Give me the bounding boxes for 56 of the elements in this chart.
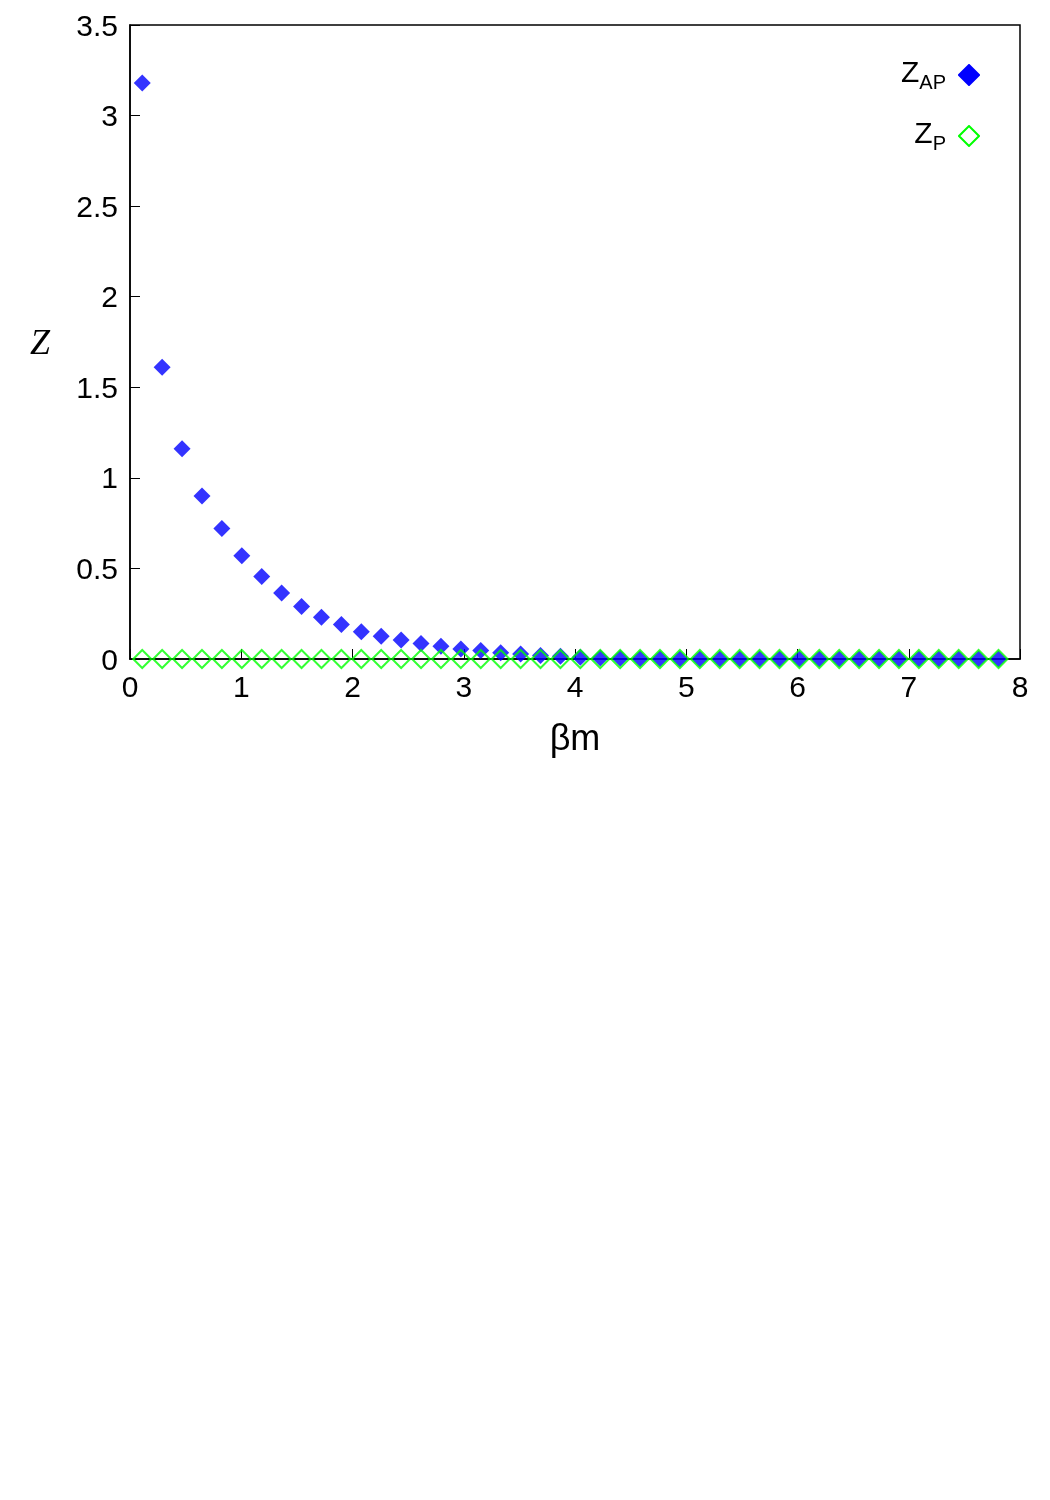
y-axis-title: Z	[29, 322, 51, 362]
point	[311, 649, 332, 669]
point	[172, 649, 193, 669]
point	[211, 649, 232, 669]
point	[411, 649, 432, 669]
y-tick-label: 2	[101, 280, 118, 314]
point	[193, 487, 211, 505]
y-tick-label: 1.5	[76, 370, 118, 404]
legend-label: Z$_{P}$	[914, 116, 946, 155]
point	[371, 649, 392, 669]
point	[291, 649, 312, 669]
point	[133, 74, 151, 92]
legend-label: Z$_{AP}$	[900, 55, 946, 94]
x-tick-label: 7	[900, 669, 918, 703]
point	[331, 649, 352, 669]
x-tick-label: 4	[566, 669, 584, 703]
point	[510, 649, 531, 669]
y-tick-label: 2.5	[76, 189, 118, 223]
point	[490, 649, 511, 669]
x-tick-label: 3	[455, 669, 473, 703]
point	[470, 649, 491, 669]
x-tick-label: 6	[789, 669, 806, 703]
y-tick-label: 3	[101, 99, 118, 133]
point	[391, 649, 412, 669]
point	[430, 649, 451, 669]
y-tick-label: 1	[101, 461, 118, 495]
point	[352, 623, 370, 641]
y-tick-label: 0	[101, 642, 118, 676]
point	[372, 627, 390, 645]
y-tick-label: 0.5	[76, 551, 118, 585]
x-axis-title: βm	[549, 716, 601, 758]
x-tick-label: 5	[677, 669, 695, 703]
y-tick-label: 3.5	[76, 8, 118, 42]
x-tick-label: 1	[232, 669, 250, 703]
point	[392, 631, 410, 649]
point	[152, 649, 173, 669]
point	[132, 649, 153, 669]
point	[351, 649, 372, 669]
point	[213, 520, 231, 538]
point	[233, 547, 251, 565]
point	[251, 649, 272, 669]
point	[530, 649, 551, 669]
point	[293, 597, 311, 615]
point	[253, 568, 271, 586]
point	[231, 649, 252, 669]
point	[332, 616, 350, 634]
point	[273, 584, 291, 602]
point	[450, 649, 471, 669]
x-tick-label: 2	[344, 669, 361, 703]
point	[312, 608, 330, 626]
point	[271, 649, 292, 669]
point	[412, 634, 430, 652]
point	[173, 440, 191, 458]
x-tick-label: 8	[1011, 669, 1029, 703]
point	[191, 649, 212, 669]
point	[153, 358, 171, 376]
